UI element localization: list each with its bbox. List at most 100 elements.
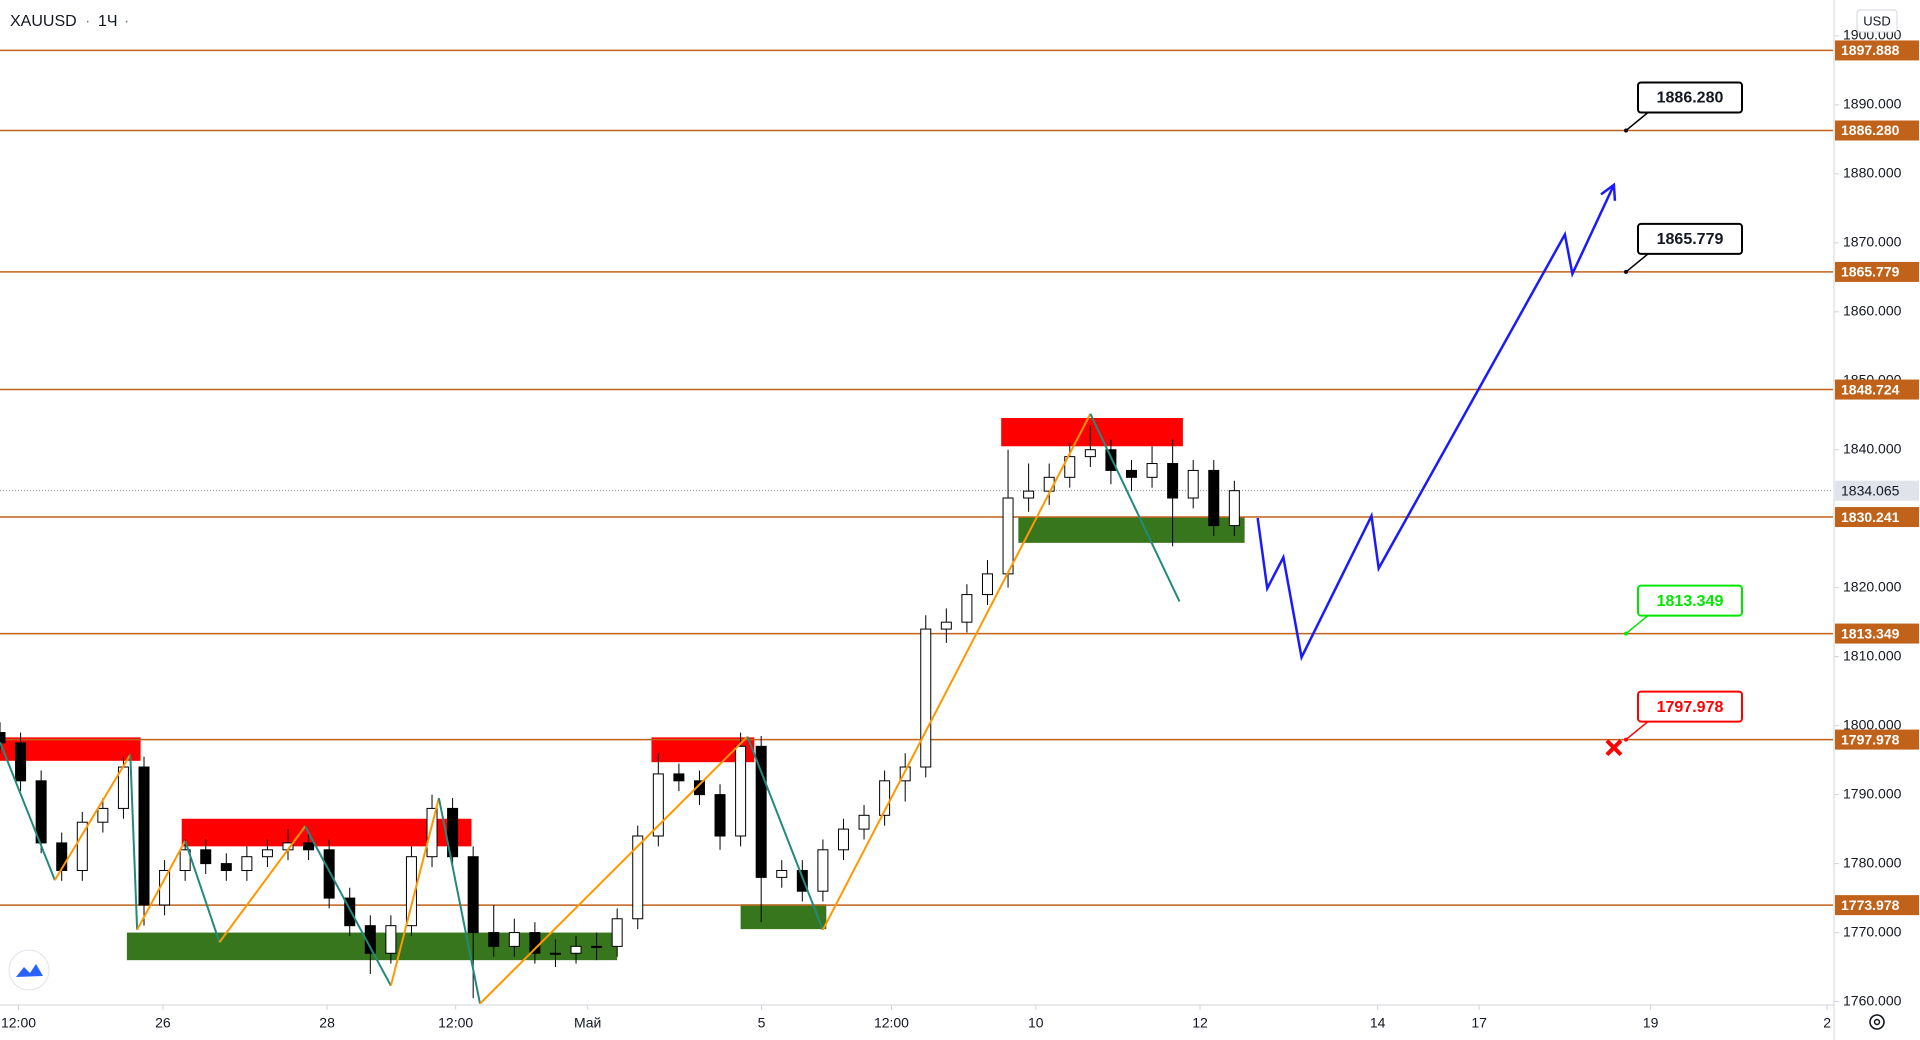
forecast-path xyxy=(1256,184,1616,662)
callout-text: 1886.280 xyxy=(1657,90,1724,107)
candle-body xyxy=(261,849,273,858)
callout-box xyxy=(1637,222,1743,255)
candle-body xyxy=(1084,449,1096,458)
callout-text: 1797.978 xyxy=(1657,699,1724,716)
level-label: 1848.724 xyxy=(1841,381,1900,397)
candle-body xyxy=(159,869,171,906)
x-tick-label: 2 xyxy=(1823,1015,1831,1031)
currency[interactable]: USD xyxy=(1863,13,1890,28)
candle-body xyxy=(344,897,356,927)
x-tick-label: 12:00 xyxy=(438,1015,473,1031)
candle-body xyxy=(138,766,150,906)
level-label: 1773.978 xyxy=(1841,897,1900,913)
candle-body xyxy=(899,766,911,782)
candle-body xyxy=(632,835,644,920)
level-label-bg xyxy=(1835,729,1919,750)
level-label: 1797.978 xyxy=(1841,731,1900,747)
last-price-label-bg xyxy=(1835,480,1919,501)
zigzag-segment xyxy=(136,840,187,931)
x-tick-label: 5 xyxy=(758,1015,766,1031)
zigzag-segment xyxy=(129,754,139,930)
logo-circle[interactable] xyxy=(8,949,50,991)
zigzag-segment xyxy=(389,797,440,986)
callout-text: 1865.779 xyxy=(1657,231,1724,248)
level-label-bg xyxy=(1835,623,1919,644)
invalid-marker xyxy=(1605,739,1623,757)
zigzag-segment xyxy=(184,840,221,943)
header: XAUUSD · 1Ч · xyxy=(10,13,129,30)
separator: · xyxy=(85,13,90,30)
candle-body xyxy=(1228,490,1240,527)
y-tick-label: 1780.000 xyxy=(1843,854,1902,870)
callout-leader xyxy=(1625,111,1649,132)
candle-body xyxy=(1167,463,1179,499)
candle-body xyxy=(1023,490,1035,499)
settings-gear-center[interactable] xyxy=(1873,1018,1881,1026)
settings-gear[interactable] xyxy=(1869,1014,1885,1030)
candle-body xyxy=(570,945,582,954)
level-label: 1897.888 xyxy=(1841,42,1900,58)
x-tick-label: 12 xyxy=(1192,1015,1208,1031)
candle-body xyxy=(961,594,973,623)
candle-body xyxy=(673,773,685,782)
callout-anchor xyxy=(1624,631,1628,636)
level-label: 1830.241 xyxy=(1841,509,1900,525)
candle-body xyxy=(467,856,479,934)
callout-leader xyxy=(1625,614,1649,635)
candle-body xyxy=(56,842,68,871)
zone xyxy=(740,904,827,930)
logo[interactable] xyxy=(8,949,50,991)
zigzag-segment xyxy=(304,825,392,987)
candle-body xyxy=(817,849,829,892)
candle-body xyxy=(405,856,417,927)
y-tick-label: 1890.000 xyxy=(1843,96,1902,112)
candle-body xyxy=(447,807,459,858)
candle-body xyxy=(796,869,808,892)
candle-body xyxy=(1187,469,1199,499)
price-axis: 1760.000 1770.000 1780.000 1790.000 1800.000… xyxy=(1834,27,1919,1008)
x-tick-label: 12:00 xyxy=(874,1015,909,1031)
candle-body xyxy=(241,856,253,871)
level-label-bg xyxy=(1835,379,1919,400)
candle-body xyxy=(1208,469,1220,527)
candle-body xyxy=(837,828,849,851)
forecast-arrowhead xyxy=(1600,182,1617,201)
logo-icon[interactable] xyxy=(16,964,43,977)
candle-body xyxy=(1125,469,1137,478)
zigzag-segment xyxy=(437,797,482,1004)
candle-body xyxy=(303,842,315,851)
settings-icon[interactable] xyxy=(1869,1014,1885,1030)
x-tick-label: 12:00 xyxy=(1,1015,36,1031)
candle-body xyxy=(735,745,747,837)
currency-button[interactable] xyxy=(1856,9,1898,33)
zigzag-segment xyxy=(479,735,749,1005)
callout-anchor xyxy=(1624,269,1628,274)
candle-body xyxy=(1146,463,1158,478)
y-tick-label: 1770.000 xyxy=(1843,923,1902,939)
y-tick-label: 1880.000 xyxy=(1843,165,1902,181)
candle-body xyxy=(940,621,952,630)
callout-text: 1813.349 xyxy=(1657,593,1724,610)
candle-body xyxy=(323,849,335,899)
candle-body xyxy=(508,932,520,947)
plot-area: 1886.280 1865.779 1813.349 1797.978 xyxy=(0,49,1833,1005)
candle-body xyxy=(693,780,705,796)
zigzag-segment xyxy=(218,825,306,943)
level-label: 1813.349 xyxy=(1841,625,1900,641)
candle-body xyxy=(179,849,191,871)
candle-body xyxy=(591,945,603,948)
level-label-bg xyxy=(1835,507,1919,528)
y-tick-label: 1820.000 xyxy=(1843,578,1902,594)
level-label-bg xyxy=(1835,120,1919,141)
candle-body xyxy=(652,773,664,837)
zigzag-segment xyxy=(1089,413,1181,602)
last-price-label: 1834.065 xyxy=(1841,482,1900,498)
candle-body xyxy=(611,918,623,947)
y-tick-label: 1790.000 xyxy=(1843,785,1902,801)
candle-body xyxy=(776,869,788,878)
candle-body xyxy=(920,628,932,768)
y-tick-label: 1860.000 xyxy=(1843,302,1902,318)
candle-body xyxy=(858,814,870,830)
